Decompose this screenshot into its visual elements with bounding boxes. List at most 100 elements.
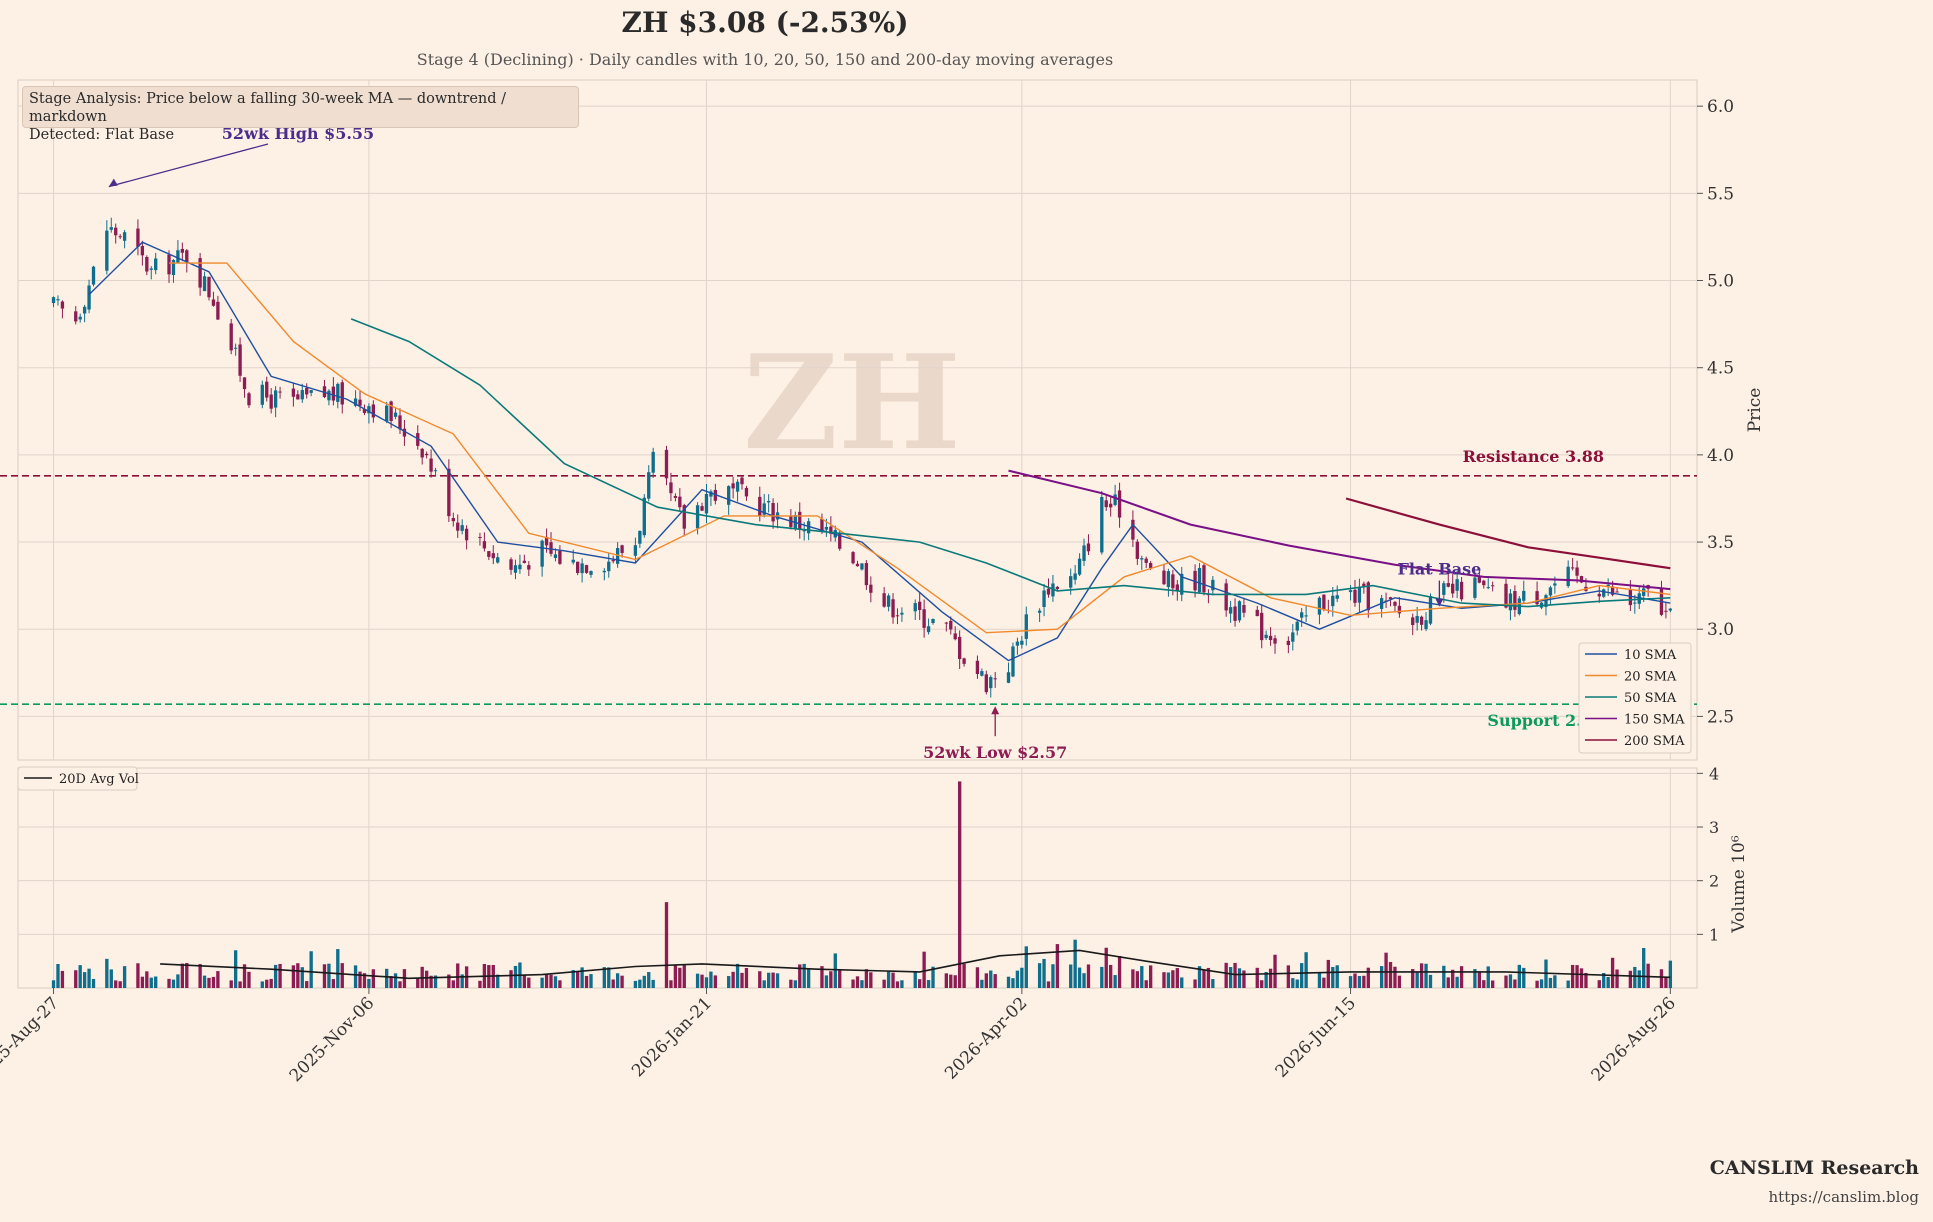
candle-body <box>638 530 642 544</box>
candle-body <box>882 593 886 607</box>
volume-bar <box>838 970 842 988</box>
volume-bar <box>1295 979 1299 988</box>
volume-panel: 2025-Aug-27 2025-Nov-06 2026-Jan-21 2026-Ap… <box>0 764 1749 1086</box>
volume-bar <box>864 969 869 988</box>
candle-body <box>922 609 926 628</box>
candle-body <box>362 409 367 413</box>
candle-body <box>584 565 589 573</box>
volume-bar <box>984 973 988 988</box>
candle-body <box>1606 584 1610 587</box>
volume-bar <box>957 781 962 988</box>
candle-body <box>944 622 949 624</box>
candle-body <box>673 495 678 498</box>
candle-body <box>1117 490 1122 518</box>
stage-analysis-box: Stage Analysis: Price below a falling 30… <box>22 86 579 143</box>
candle-body <box>491 553 495 559</box>
candle-body <box>1508 593 1513 611</box>
volume-tick-label: 2 <box>1709 872 1719 891</box>
volume-bar <box>1131 969 1135 988</box>
volume-bar <box>589 974 593 988</box>
candle-body <box>1144 558 1148 563</box>
volume-bar <box>322 964 327 988</box>
candle-body <box>1322 594 1326 610</box>
candle-body <box>1148 562 1153 569</box>
volume-bar <box>673 965 678 988</box>
volume-bar <box>513 965 518 988</box>
price-tick-label: 5.5 <box>1707 184 1734 204</box>
sma-line-10 <box>88 241 1671 662</box>
volume-bar <box>105 958 109 988</box>
volume-bar <box>931 966 935 988</box>
volume-bar <box>678 967 682 988</box>
candle-body <box>1415 615 1419 623</box>
candle-body <box>136 228 140 247</box>
legend-label-50: 50 SMA <box>1624 691 1677 706</box>
volume-bar <box>949 974 953 988</box>
volume-bar <box>882 979 886 988</box>
volume-bar <box>798 964 802 988</box>
candle-body <box>611 560 615 562</box>
candle-body <box>669 482 673 494</box>
candle-body <box>820 518 824 532</box>
volume-bar <box>1051 964 1055 988</box>
volume-bar <box>56 963 60 988</box>
volume-bar <box>1566 980 1570 988</box>
candle-body <box>74 311 78 322</box>
candle-body <box>149 268 153 270</box>
volume-bar <box>727 976 731 988</box>
volume-bar <box>1615 969 1619 988</box>
volume-bar <box>1455 976 1459 988</box>
volume-bar <box>1211 979 1215 988</box>
volume-bar <box>87 968 91 988</box>
volume-bar <box>789 979 793 988</box>
legend-label-200: 200 SMA <box>1624 734 1685 749</box>
volume-bar <box>793 980 797 988</box>
candle-body <box>540 540 544 567</box>
candle-body <box>851 552 855 564</box>
legend-label-20: 20 SMA <box>1624 670 1677 685</box>
volume-bar <box>154 976 158 988</box>
candle-body <box>1642 588 1646 596</box>
volume-bar <box>1069 964 1073 988</box>
volume-bar <box>429 975 433 988</box>
candle-body <box>1442 583 1446 595</box>
candle-body <box>1579 576 1584 583</box>
candle-body <box>527 565 531 570</box>
candle-body <box>913 603 917 612</box>
candle-body <box>185 250 189 263</box>
candle-body <box>1424 620 1428 630</box>
volume-bar <box>229 980 233 988</box>
candle-body <box>1304 615 1308 617</box>
candle-body <box>647 472 651 499</box>
volume-bar <box>620 975 624 988</box>
candle-body <box>731 483 735 489</box>
volume-bar <box>180 963 185 988</box>
price-tick-label: 3.5 <box>1707 533 1734 553</box>
candle-body <box>735 481 740 492</box>
candle-body <box>1575 567 1579 576</box>
volume-bar <box>82 972 87 988</box>
candle-body <box>451 518 455 522</box>
volume-bar <box>762 980 766 988</box>
sma-legend: 10 SMA 20 SMA 50 SMA 150 SMA 200 SMA <box>1578 642 1692 754</box>
time-tick-label: 2026-Aug-26 <box>1588 993 1680 1085</box>
candle-body <box>1628 589 1633 606</box>
candle-body <box>309 390 313 393</box>
candle-body <box>242 377 247 390</box>
volume-axis-label: Volume 10⁶ <box>1729 835 1749 934</box>
candle-body <box>1109 503 1113 508</box>
volume-bar <box>1633 966 1637 988</box>
volume-bar <box>1104 947 1108 988</box>
volume-bar <box>926 980 931 988</box>
high-annotation-arrow <box>108 143 269 188</box>
watermark-text: ZH <box>743 326 961 479</box>
candle-body <box>1131 519 1135 540</box>
candle-body <box>664 449 669 479</box>
candle-body <box>1473 577 1477 598</box>
volume-bar <box>305 981 309 988</box>
volume-bar <box>509 970 513 988</box>
volume-bar <box>962 963 966 988</box>
candle-body <box>269 394 273 409</box>
volume-bar <box>1548 977 1553 988</box>
candle-body <box>886 595 891 607</box>
